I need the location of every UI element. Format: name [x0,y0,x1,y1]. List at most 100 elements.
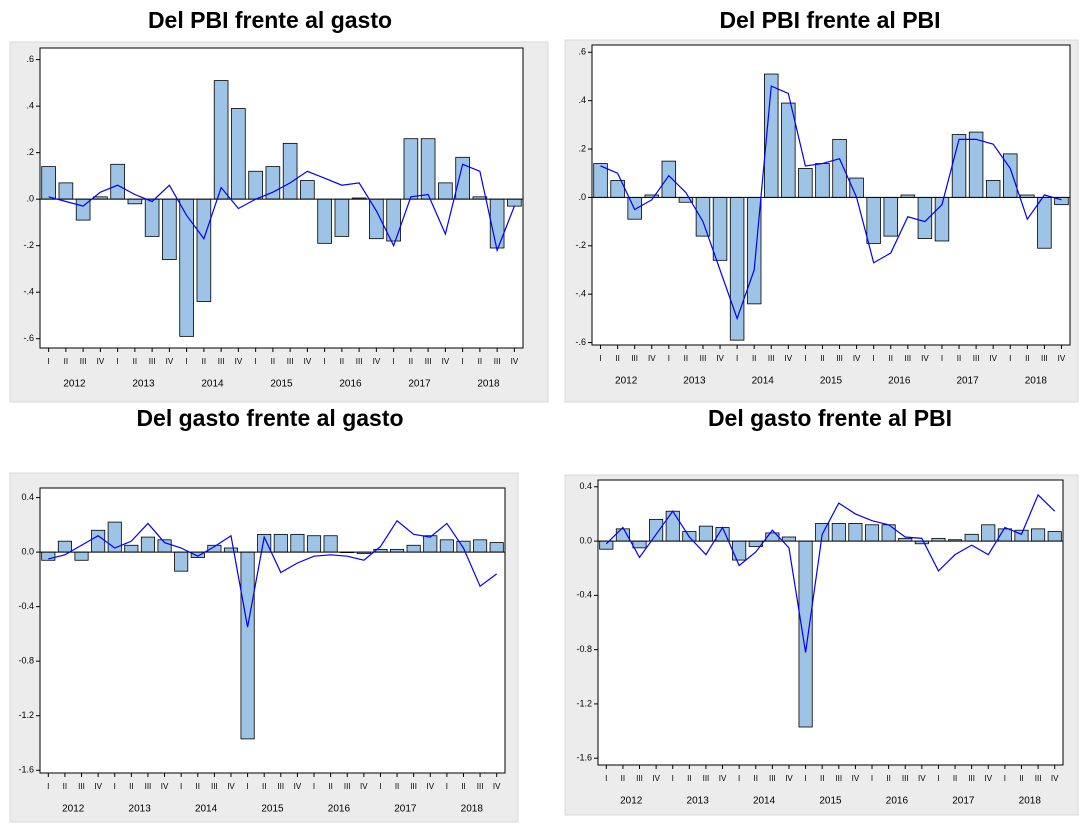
x-tick-label: I [324,357,326,366]
y-tick-label: -.6 [575,337,586,347]
bar [124,544,139,553]
y-tick-label: .2 [26,147,34,157]
x-tick-label: IV [853,354,861,363]
x-tick-label: I [804,774,806,783]
x-tick-label: I [114,782,116,791]
bar [883,197,898,237]
bar [144,198,160,237]
x-tick-label: IV [648,354,656,363]
bar [282,142,298,200]
bar [985,180,1001,198]
x-tick-label: IV [716,354,724,363]
bar [213,80,229,200]
year-label: 2014 [752,376,775,387]
bar [290,533,305,553]
bar [599,540,614,550]
x-tick-label: II [754,774,758,783]
year-label: 2012 [62,804,85,815]
line [605,493,1056,653]
bar [848,523,863,542]
line [48,163,515,253]
bar [1003,153,1018,198]
year-label: 2018 [1025,376,1048,387]
year-label: 2016 [339,379,362,390]
y-tick-label: -1.6 [576,753,592,763]
x-tick-label: IV [235,357,243,366]
x-tick-label: II [271,357,275,366]
y-tick-label: -1.2 [576,698,592,708]
x-tick-label: I [117,357,119,366]
y-tick-label: 0.0 [579,535,592,545]
bar [712,197,728,261]
x-tick-label: I [313,782,315,791]
x-tick-label: II [64,357,68,366]
year-label: 2012 [620,796,643,807]
bar [423,535,438,553]
x-tick-label: III [344,782,351,791]
x-tick-label: II [1025,354,1029,363]
x-tick-label: II [202,357,206,366]
bar [781,536,797,542]
x-tick-label: IV [161,782,169,791]
bar [632,540,647,549]
x-tick-label: I [738,774,740,783]
bar [317,198,332,244]
x-tick-label: II [133,357,137,366]
y-tick-label: -1.2 [18,710,34,720]
x-tick-label: IV [493,782,501,791]
bar [403,138,419,200]
y-tick-label: -.4 [23,287,34,297]
x-tick-label: IV [227,782,235,791]
bar [41,166,56,200]
x-tick-label: IV [97,357,105,366]
year-label: 2012 [63,379,86,390]
x-tick-label: IV [984,774,992,783]
bar [798,540,813,728]
bar [981,524,996,542]
x-tick-label: IV [652,774,660,783]
x-tick-label: IV [166,357,174,366]
bar [369,198,384,240]
year-label: 2016 [886,796,909,807]
x-tick-label: I [736,354,738,363]
x-tick-label: I [255,357,257,366]
x-tick-label: III [973,354,980,363]
x-tick-label: I [186,357,188,366]
x-tick-label: IV [1051,774,1059,783]
x-tick-label: IV [373,357,381,366]
x-tick-label: III [835,774,842,783]
bar [881,524,896,542]
year-label: 2018 [1019,796,1042,807]
year-label: 2013 [132,379,155,390]
x-tick-label: IV [294,782,302,791]
y-tick-label: .0 [578,192,586,202]
x-tick-label: I [47,782,49,791]
year-label: 2012 [615,376,638,387]
y-tick-label: .6 [578,47,586,57]
x-tick-label: II [63,782,67,791]
bar [968,131,984,198]
bar [174,551,189,572]
bar [231,108,246,200]
x-tick-label: I [446,782,448,791]
x-tick-label: III [410,782,417,791]
x-tick-label: II [684,354,688,363]
year-label: 2015 [270,379,293,390]
x-tick-label: II [395,782,399,791]
x-tick-label: III [769,774,776,783]
x-tick-label: II [478,357,482,366]
x-tick-label: III [902,774,909,783]
x-tick-label: II [752,354,756,363]
bar [273,533,288,553]
year-label: 2018 [461,804,484,815]
chart-title: Del PBI frente al gasto [148,7,392,33]
x-tick-label: IV [360,782,368,791]
year-label: 2013 [129,804,152,815]
year-label: 2014 [753,796,776,807]
x-tick-label: III [636,774,643,783]
bar [1037,197,1052,249]
x-tick-label: IV [852,774,860,783]
bar [57,540,72,553]
x-tick-label: III [277,782,284,791]
bar [661,160,677,198]
